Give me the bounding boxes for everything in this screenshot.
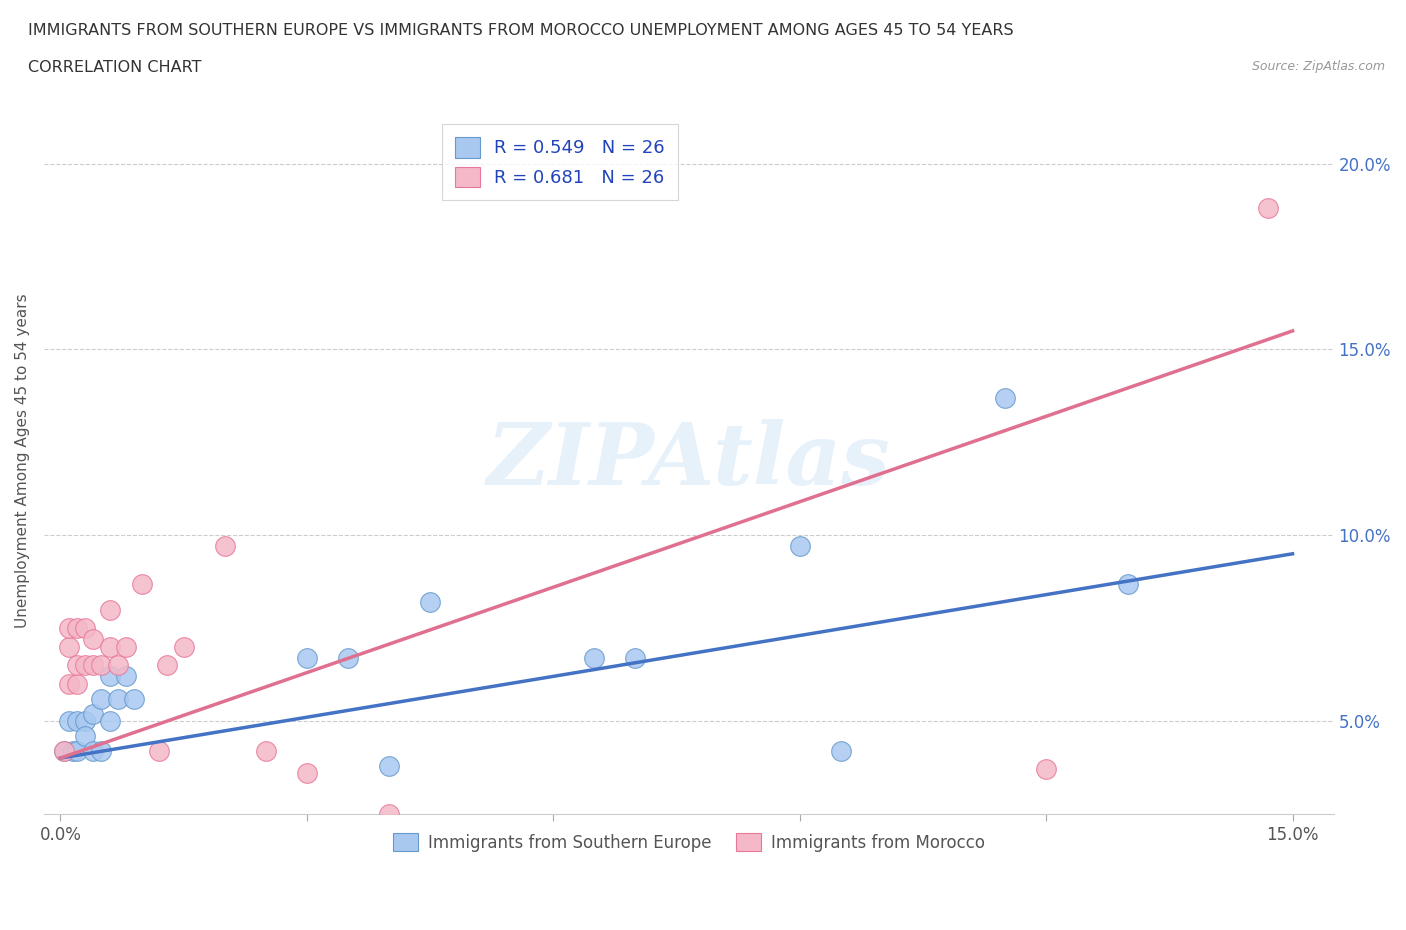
Point: [173, 639, 195, 654]
Point: [53, 743, 76, 758]
Point: [66, 676, 89, 691]
Point: [73, 713, 96, 728]
Point: [830, 743, 852, 758]
Point: [58, 676, 80, 691]
Point: [90, 691, 112, 706]
Text: CORRELATION CHART: CORRELATION CHART: [28, 60, 201, 75]
Point: [66, 658, 89, 672]
Point: [624, 650, 647, 665]
Point: [254, 743, 277, 758]
Point: [73, 620, 96, 635]
Point: [1257, 201, 1279, 216]
Point: [378, 806, 401, 821]
Point: [82, 706, 104, 721]
Point: [66, 620, 89, 635]
Point: [115, 669, 138, 684]
Text: ZIPAtlas: ZIPAtlas: [486, 419, 890, 502]
Point: [62, 743, 84, 758]
Point: [122, 691, 145, 706]
Point: [156, 658, 179, 672]
Point: [66, 713, 89, 728]
Point: [336, 650, 359, 665]
Point: [82, 658, 104, 672]
Point: [58, 639, 80, 654]
Point: [73, 728, 96, 743]
Legend: Immigrants from Southern Europe, Immigrants from Morocco: Immigrants from Southern Europe, Immigra…: [385, 827, 991, 858]
Point: [1116, 576, 1139, 591]
Point: [90, 743, 112, 758]
Point: [107, 658, 129, 672]
Point: [148, 743, 170, 758]
Point: [214, 538, 236, 553]
Point: [1035, 762, 1057, 777]
Text: IMMIGRANTS FROM SOUTHERN EUROPE VS IMMIGRANTS FROM MOROCCO UNEMPLOYMENT AMONG AG: IMMIGRANTS FROM SOUTHERN EUROPE VS IMMIG…: [28, 23, 1014, 38]
Point: [82, 631, 104, 646]
Point: [58, 620, 80, 635]
Point: [295, 765, 318, 780]
Point: [789, 538, 811, 553]
Point: [378, 758, 401, 773]
Point: [419, 594, 441, 609]
Point: [73, 658, 96, 672]
Point: [107, 691, 129, 706]
Point: [131, 576, 153, 591]
Point: [98, 602, 121, 617]
Text: Source: ZipAtlas.com: Source: ZipAtlas.com: [1251, 60, 1385, 73]
Y-axis label: Unemployment Among Ages 45 to 54 years: Unemployment Among Ages 45 to 54 years: [15, 294, 30, 629]
Point: [98, 713, 121, 728]
Point: [115, 639, 138, 654]
Point: [98, 669, 121, 684]
Point: [295, 650, 318, 665]
Point: [53, 743, 76, 758]
Point: [58, 713, 80, 728]
Point: [90, 658, 112, 672]
Point: [98, 639, 121, 654]
Point: [994, 391, 1017, 405]
Point: [583, 650, 606, 665]
Point: [66, 743, 89, 758]
Point: [82, 743, 104, 758]
